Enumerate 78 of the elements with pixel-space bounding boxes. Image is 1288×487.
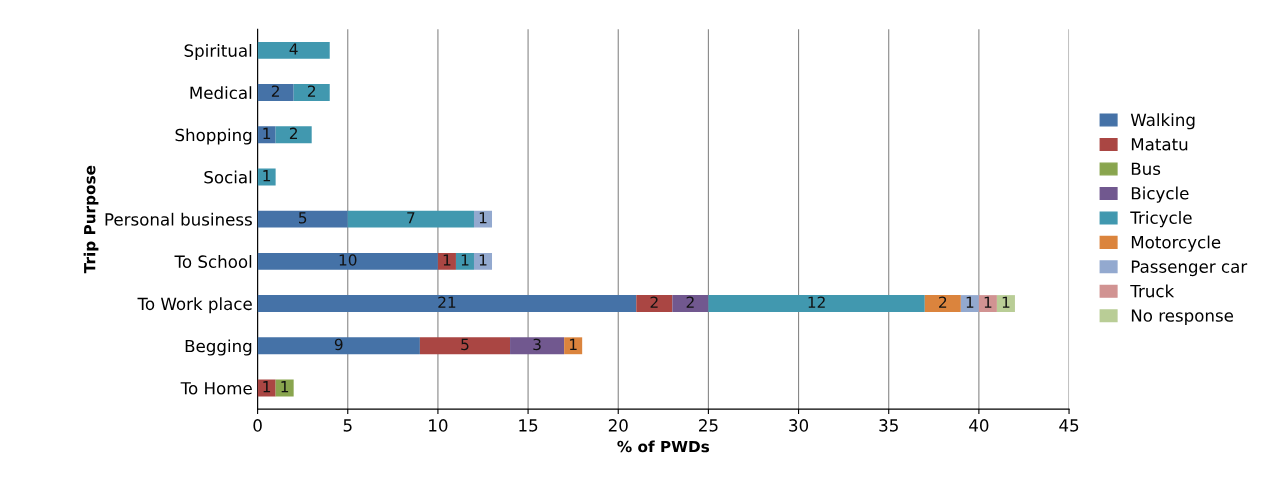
legend-label: No response bbox=[1131, 309, 1234, 326]
x-tick-label: 10 bbox=[429, 419, 448, 432]
data-label: 3 bbox=[533, 338, 541, 351]
data-label: 1 bbox=[263, 127, 271, 139]
data-label: 1 bbox=[479, 212, 487, 224]
data-label: 1 bbox=[263, 170, 271, 182]
bar bbox=[473, 210, 493, 228]
data-label: 2 bbox=[939, 296, 947, 308]
data-label: 1 bbox=[281, 381, 289, 393]
x-tick-label: 0 bbox=[253, 419, 262, 432]
y-tick-label: To School bbox=[174, 255, 252, 268]
data-label: 1 bbox=[1002, 296, 1010, 308]
bar bbox=[257, 295, 637, 312]
data-label: 1 bbox=[263, 381, 271, 393]
bar bbox=[672, 295, 709, 312]
legend-label: Matatu bbox=[1131, 138, 1188, 151]
x-tick-label: 15 bbox=[519, 419, 538, 432]
bar bbox=[996, 295, 1015, 312]
legend-label: Walking bbox=[1130, 113, 1195, 130]
bar bbox=[257, 210, 348, 228]
data-label: 5 bbox=[461, 338, 469, 351]
bar bbox=[960, 295, 979, 312]
bar bbox=[924, 295, 961, 312]
x-tick-label: 45 bbox=[1059, 419, 1079, 432]
bar bbox=[275, 126, 312, 144]
x-tick-label: 35 bbox=[879, 419, 898, 432]
data-label: 1 bbox=[443, 254, 451, 266]
y-tick-label: Spiritual bbox=[184, 43, 252, 61]
y-tick-label: Shopping bbox=[175, 128, 252, 145]
bar bbox=[510, 337, 565, 355]
y-tick-label: To Home bbox=[180, 382, 252, 395]
data-label: 1 bbox=[479, 254, 487, 266]
x-tick-label: 40 bbox=[969, 419, 989, 432]
legend-label: Passenger car bbox=[1131, 260, 1248, 277]
bar bbox=[564, 337, 583, 355]
y-tick-label: Medical bbox=[190, 86, 252, 100]
data-label: 2 bbox=[307, 85, 316, 97]
bar bbox=[347, 210, 474, 228]
data-label: 10 bbox=[339, 254, 357, 266]
bar bbox=[257, 84, 294, 101]
data-label: 1 bbox=[461, 254, 469, 266]
data-label: 12 bbox=[808, 296, 825, 308]
bar bbox=[293, 84, 330, 101]
bar bbox=[257, 252, 438, 270]
data-label: 1 bbox=[569, 338, 577, 350]
y-tick-label: To Work place bbox=[137, 297, 252, 314]
x-tick-label: 20 bbox=[608, 419, 628, 432]
y-tick-label: Begging bbox=[185, 339, 252, 356]
data-label: 2 bbox=[686, 296, 694, 308]
bar bbox=[708, 295, 925, 312]
bar bbox=[257, 41, 330, 59]
data-label: 1 bbox=[984, 296, 992, 308]
data-label: 1 bbox=[966, 296, 974, 308]
bar bbox=[978, 295, 997, 312]
x-axis-title: % of PWDs bbox=[617, 440, 710, 453]
data-label: 5 bbox=[299, 212, 307, 224]
y-axis-title: Trip Purpose bbox=[83, 165, 99, 274]
data-label: 4 bbox=[289, 43, 298, 55]
data-label: 21 bbox=[438, 296, 456, 308]
data-label: 2 bbox=[289, 127, 297, 139]
legend-label: Truck bbox=[1130, 284, 1175, 298]
y-tick-label: Social bbox=[204, 170, 252, 184]
legend-label: Tricycle bbox=[1130, 211, 1192, 228]
bar bbox=[257, 126, 276, 144]
x-tick-label: 5 bbox=[343, 419, 352, 432]
legend-label: Motorcycle bbox=[1131, 235, 1221, 252]
data-label: 2 bbox=[650, 296, 658, 308]
bar bbox=[257, 337, 420, 355]
bar bbox=[419, 337, 511, 355]
data-label: 2 bbox=[271, 85, 279, 97]
x-tick-label: 25 bbox=[699, 419, 718, 432]
data-label: 7 bbox=[407, 212, 415, 224]
y-tick-label: Personal business bbox=[105, 212, 252, 226]
legend-label: Bicycle bbox=[1131, 186, 1189, 203]
legend-label: Bus bbox=[1131, 162, 1161, 176]
x-tick-label: 30 bbox=[789, 419, 809, 432]
data-label: 9 bbox=[334, 338, 343, 351]
bar bbox=[636, 295, 673, 312]
